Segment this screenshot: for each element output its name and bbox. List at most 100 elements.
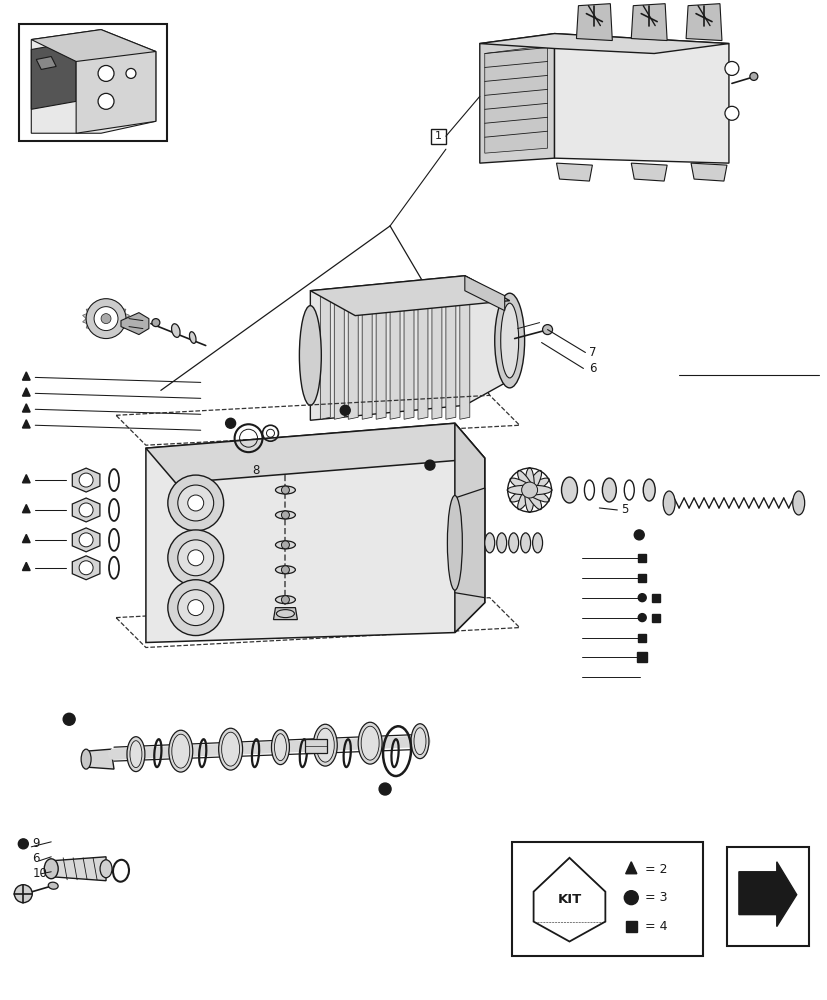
Ellipse shape bbox=[271, 730, 289, 765]
Ellipse shape bbox=[410, 724, 428, 759]
Ellipse shape bbox=[100, 860, 112, 878]
Circle shape bbox=[18, 839, 28, 849]
Polygon shape bbox=[22, 420, 30, 428]
Ellipse shape bbox=[447, 496, 461, 590]
Circle shape bbox=[168, 530, 223, 586]
Ellipse shape bbox=[508, 533, 518, 553]
Circle shape bbox=[79, 533, 93, 547]
Polygon shape bbox=[334, 294, 344, 419]
Polygon shape bbox=[479, 34, 728, 54]
Polygon shape bbox=[686, 4, 721, 41]
Polygon shape bbox=[454, 423, 484, 633]
Ellipse shape bbox=[500, 303, 518, 378]
Polygon shape bbox=[22, 562, 30, 571]
Bar bbox=[430, 129, 446, 144]
Polygon shape bbox=[31, 42, 76, 109]
Bar bbox=[638, 554, 645, 562]
Ellipse shape bbox=[275, 541, 295, 549]
Ellipse shape bbox=[791, 491, 804, 515]
Circle shape bbox=[98, 65, 114, 81]
Circle shape bbox=[724, 106, 738, 120]
Polygon shape bbox=[320, 294, 330, 419]
Polygon shape bbox=[446, 294, 456, 419]
Polygon shape bbox=[92, 328, 98, 333]
Circle shape bbox=[542, 325, 552, 335]
Bar bbox=[652, 614, 659, 622]
Polygon shape bbox=[36, 56, 56, 69]
Polygon shape bbox=[454, 488, 484, 598]
Polygon shape bbox=[390, 294, 399, 419]
Polygon shape bbox=[113, 328, 120, 333]
Circle shape bbox=[281, 596, 289, 604]
Polygon shape bbox=[120, 309, 126, 313]
Text: 5: 5 bbox=[620, 503, 628, 516]
Polygon shape bbox=[51, 857, 106, 881]
Circle shape bbox=[79, 473, 93, 487]
Circle shape bbox=[281, 486, 289, 494]
Polygon shape bbox=[31, 30, 155, 133]
Ellipse shape bbox=[275, 511, 295, 519]
Polygon shape bbox=[83, 313, 88, 319]
Bar bbox=[726, 847, 808, 946]
Polygon shape bbox=[479, 34, 554, 163]
Polygon shape bbox=[310, 276, 509, 316]
Bar bbox=[638, 634, 645, 642]
Text: KIT: KIT bbox=[557, 893, 581, 906]
Polygon shape bbox=[432, 294, 442, 419]
Ellipse shape bbox=[48, 882, 58, 889]
Circle shape bbox=[340, 405, 350, 415]
Polygon shape bbox=[418, 294, 428, 419]
Ellipse shape bbox=[662, 491, 674, 515]
Ellipse shape bbox=[643, 479, 654, 501]
Circle shape bbox=[178, 485, 213, 521]
Polygon shape bbox=[146, 423, 484, 643]
Polygon shape bbox=[361, 294, 371, 419]
Polygon shape bbox=[22, 372, 30, 380]
Polygon shape bbox=[86, 749, 114, 769]
Circle shape bbox=[79, 561, 93, 575]
Polygon shape bbox=[83, 319, 88, 324]
Ellipse shape bbox=[532, 533, 542, 553]
Circle shape bbox=[638, 614, 645, 622]
Circle shape bbox=[168, 475, 223, 531]
Circle shape bbox=[168, 580, 223, 636]
Polygon shape bbox=[72, 556, 100, 580]
Polygon shape bbox=[348, 294, 358, 419]
Polygon shape bbox=[22, 475, 30, 483]
Ellipse shape bbox=[276, 610, 294, 618]
Ellipse shape bbox=[313, 724, 337, 766]
Polygon shape bbox=[72, 498, 100, 522]
Ellipse shape bbox=[507, 485, 552, 495]
Polygon shape bbox=[375, 294, 385, 419]
Ellipse shape bbox=[520, 533, 530, 553]
Polygon shape bbox=[625, 862, 636, 874]
Ellipse shape bbox=[81, 749, 91, 769]
Text: 7: 7 bbox=[589, 346, 596, 359]
Circle shape bbox=[151, 319, 160, 327]
Polygon shape bbox=[484, 46, 547, 153]
Polygon shape bbox=[310, 276, 509, 420]
Ellipse shape bbox=[496, 533, 506, 553]
Circle shape bbox=[638, 594, 645, 602]
Text: 1: 1 bbox=[434, 131, 441, 141]
Bar bbox=[305, 739, 327, 753]
Polygon shape bbox=[22, 404, 30, 412]
Text: 9: 9 bbox=[32, 837, 40, 850]
Polygon shape bbox=[124, 313, 129, 319]
Ellipse shape bbox=[222, 732, 239, 766]
Ellipse shape bbox=[509, 478, 548, 502]
Circle shape bbox=[281, 511, 289, 519]
Ellipse shape bbox=[275, 596, 295, 604]
Polygon shape bbox=[86, 324, 92, 328]
Ellipse shape bbox=[127, 737, 145, 772]
Circle shape bbox=[624, 891, 638, 905]
Ellipse shape bbox=[517, 470, 541, 510]
Polygon shape bbox=[120, 324, 126, 328]
Polygon shape bbox=[404, 294, 414, 419]
Bar bbox=[637, 652, 647, 662]
Polygon shape bbox=[124, 319, 129, 324]
Ellipse shape bbox=[509, 478, 548, 502]
Circle shape bbox=[94, 307, 118, 331]
Text: = 3: = 3 bbox=[644, 891, 667, 904]
Circle shape bbox=[86, 299, 126, 339]
